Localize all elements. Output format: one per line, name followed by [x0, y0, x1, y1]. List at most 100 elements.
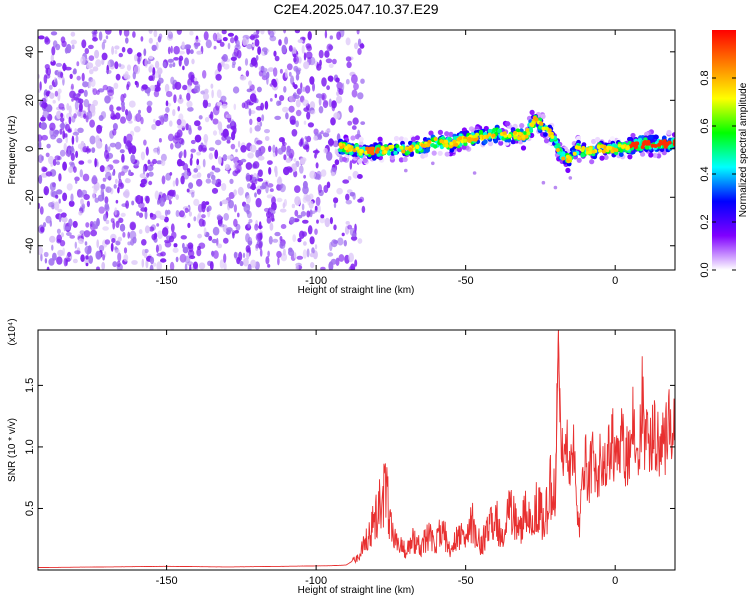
- heatmap-noise-cell: [170, 143, 174, 150]
- heatmap-noise-cell: [291, 129, 298, 137]
- heatmap-signal-cell: [630, 132, 636, 139]
- heatmap-noise-cell: [88, 44, 94, 50]
- heatmap-noise-cell: [110, 242, 114, 252]
- heatmap-noise-cell: [303, 241, 307, 246]
- heatmap-noise-cell: [60, 112, 64, 118]
- y-tick-label: -20: [24, 189, 36, 205]
- y-tick-label: -40: [24, 238, 36, 254]
- heatmap-noise-cell: [79, 205, 85, 214]
- heatmap-noise-cell: [72, 258, 78, 264]
- heatmap-noise-cell: [274, 93, 278, 99]
- heatmap-signal-cell: [598, 148, 602, 153]
- heatmap-noise-cell: [102, 84, 109, 91]
- heatmap-noise-cell: [217, 121, 223, 131]
- heatmap-noise-cell: [89, 69, 94, 75]
- heatmap-noise-cell: [302, 180, 308, 189]
- heatmap-signal-cell: [487, 128, 492, 134]
- heatmap-signal-cell: [502, 131, 507, 136]
- heatmap-noise-cell: [247, 263, 252, 270]
- heatmap-noise-cell: [52, 99, 56, 104]
- heatmap-noise-cell: [144, 225, 150, 234]
- colorbar-tick-label: 0.8: [699, 70, 711, 85]
- heatmap-y-axis-label: Frequency (Hz): [7, 116, 18, 185]
- heatmap-noise-cell: [169, 172, 173, 176]
- heatmap-noise-cell: [38, 154, 44, 164]
- heatmap-signal-cell: [596, 145, 601, 150]
- heatmap-noise-cell: [352, 117, 359, 125]
- heatmap-noise-cell: [285, 112, 289, 120]
- heatmap-noise-cell: [56, 189, 63, 195]
- heatmap-noise-cell: [141, 239, 147, 246]
- heatmap-noise-cell: [113, 82, 119, 90]
- x-tick-label: -150: [156, 575, 178, 587]
- heatmap-noise-cell: [288, 167, 293, 173]
- heatmap-noise-cell: [271, 201, 277, 211]
- heatmap-noise-cell: [307, 122, 314, 128]
- heatmap-noise-cell: [89, 103, 96, 114]
- heatmap-noise-cell: [148, 37, 153, 44]
- heatmap-noise-cell: [135, 194, 143, 205]
- heatmap-noise-cell: [96, 266, 100, 270]
- heatmap-noise-cell: [196, 172, 202, 178]
- heatmap-signal-cell: [574, 145, 579, 150]
- heatmap-noise-cell: [64, 66, 72, 71]
- heatmap-noise-cell: [345, 193, 350, 201]
- x-tick-label: -50: [458, 575, 474, 587]
- heatmap-noise-cell: [165, 100, 169, 107]
- heatmap-noise-cell: [240, 158, 247, 163]
- heatmap-noise-cell: [189, 255, 196, 260]
- heatmap-signal-cell: [414, 135, 420, 141]
- heatmap-noise-cell: [309, 236, 315, 245]
- heatmap-noise-cell: [333, 112, 341, 120]
- heatmap-noise-cell: [125, 133, 133, 143]
- heatmap-noise-cell: [269, 188, 274, 193]
- heatmap-noise-cell: [223, 63, 230, 70]
- heatmap-noise-cell: [118, 178, 123, 187]
- heatmap-noise-cell: [131, 200, 135, 206]
- heatmap-noise-cell: [283, 30, 287, 34]
- heatmap-signal-cell: [473, 137, 478, 142]
- heatmap-noise-cell: [183, 149, 187, 159]
- heatmap-noise-cell: [267, 264, 271, 268]
- heatmap-signal-cell: [613, 144, 618, 149]
- heatmap-signal-cell: [648, 152, 654, 158]
- heatmap-noise-cell: [225, 136, 232, 141]
- heatmap-noise-cell: [333, 197, 339, 204]
- heatmap-noise-cell: [292, 53, 297, 58]
- heatmap-noise-cell: [92, 88, 98, 96]
- heatmap-noise-cell: [288, 45, 293, 52]
- heatmap-noise-cell: [221, 103, 228, 109]
- heatmap-noise-cell: [253, 34, 260, 39]
- heatmap-noise-cell: [216, 101, 223, 106]
- heatmap-noise-cell: [241, 102, 246, 109]
- heatmap-noise-cell: [175, 194, 179, 200]
- heatmap-noise-cell: [322, 132, 330, 138]
- heatmap-noise-cell: [92, 192, 96, 200]
- heatmap-noise-cell: [218, 156, 222, 165]
- heatmap-signal-cell: [423, 152, 429, 158]
- heatmap-noise-cell: [71, 145, 74, 152]
- heatmap-noise-cell: [248, 219, 253, 223]
- heatmap-noise-cell: [152, 262, 157, 267]
- heatmap-noise-cell: [318, 97, 322, 106]
- heatmap-signal-cell: [462, 138, 467, 143]
- heatmap-signal-cell: [591, 149, 596, 154]
- heatmap-noise-cell: [66, 183, 73, 191]
- heatmap-signal-cell: [524, 134, 529, 139]
- heatmap-noise-cell: [54, 129, 60, 135]
- heatmap-noise-cell: [304, 85, 311, 94]
- heatmap-noise-cell: [205, 201, 210, 206]
- heatmap-signal-cell: [401, 149, 406, 154]
- heatmap-noise-cell: [226, 227, 233, 233]
- heatmap-noise-cell: [38, 35, 45, 40]
- heatmap-signal-cell: [600, 144, 605, 149]
- heatmap-signal-cell: [487, 141, 494, 147]
- heatmap-noise-cell: [104, 239, 111, 245]
- heatmap-noise-cell: [57, 208, 63, 213]
- heatmap-noise-cell: [59, 240, 66, 247]
- heatmap-noise-cell: [112, 220, 116, 230]
- heatmap-noise-cell: [56, 161, 60, 166]
- heatmap-noise-cell: [109, 104, 114, 112]
- heatmap-noise-cell: [303, 174, 306, 179]
- heatmap-noise-cell: [146, 172, 150, 178]
